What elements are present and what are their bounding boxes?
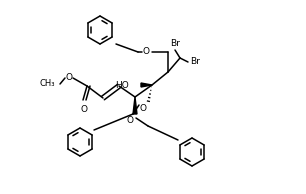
Text: Br: Br (170, 40, 180, 48)
Text: O: O (126, 116, 133, 125)
Text: Br: Br (190, 57, 200, 67)
Text: O: O (143, 47, 150, 55)
Text: HO: HO (115, 81, 129, 89)
Polygon shape (141, 83, 152, 87)
Text: CH₃: CH₃ (39, 80, 55, 88)
Text: O: O (140, 104, 147, 113)
Text: O: O (65, 74, 73, 82)
Text: O: O (80, 105, 88, 114)
Polygon shape (133, 97, 137, 114)
